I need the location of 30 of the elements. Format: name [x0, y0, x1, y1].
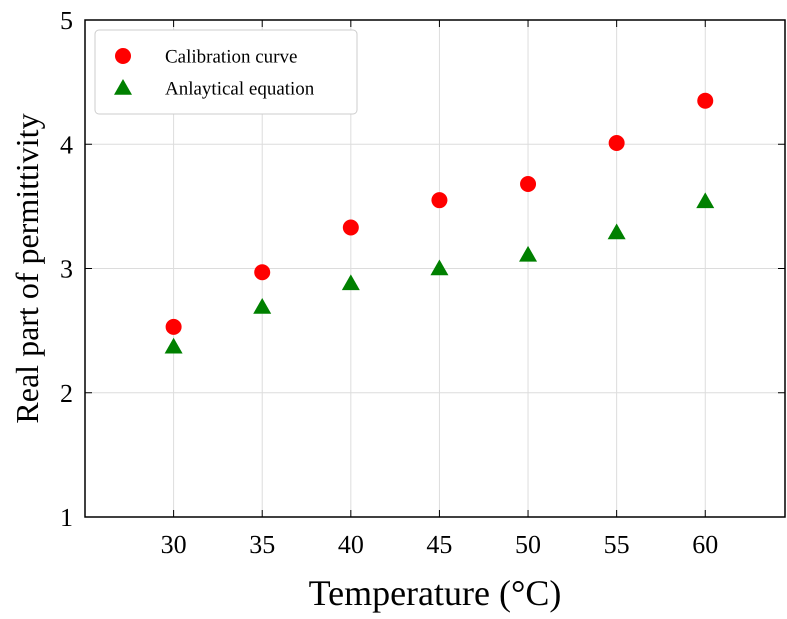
point [697, 92, 714, 109]
y-axis-title: Real part of permittivity [9, 113, 45, 424]
point [608, 135, 625, 152]
point [519, 246, 538, 262]
y-tick-label: 4 [60, 130, 73, 160]
y-tick-label: 5 [60, 6, 73, 36]
x-tick-label: 55 [604, 530, 630, 559]
legend-label: Calibration curve [165, 46, 298, 68]
point [520, 176, 536, 192]
x-tick-label: 50 [515, 530, 542, 559]
x-tick-label: 40 [338, 530, 364, 559]
point [166, 318, 182, 335]
point [431, 192, 448, 208]
y-tick-label: 2 [60, 378, 73, 408]
x-tick-label: 35 [249, 530, 276, 559]
point [696, 192, 714, 208]
y-tick-label: 1 [60, 503, 73, 532]
point [164, 338, 183, 354]
x-axis-title: Temperature (°C) [308, 573, 562, 613]
x-tick-label: 60 [692, 530, 718, 559]
x-tick-label: 30 [160, 530, 187, 559]
legend-label: Anlaytical equation [165, 78, 315, 100]
point [342, 274, 360, 290]
point [608, 223, 626, 240]
x-tick-label: 45 [426, 530, 452, 559]
point [342, 219, 359, 236]
point [430, 260, 448, 276]
point [254, 264, 270, 280]
y-tick-label: 3 [60, 254, 73, 284]
point [253, 298, 272, 314]
